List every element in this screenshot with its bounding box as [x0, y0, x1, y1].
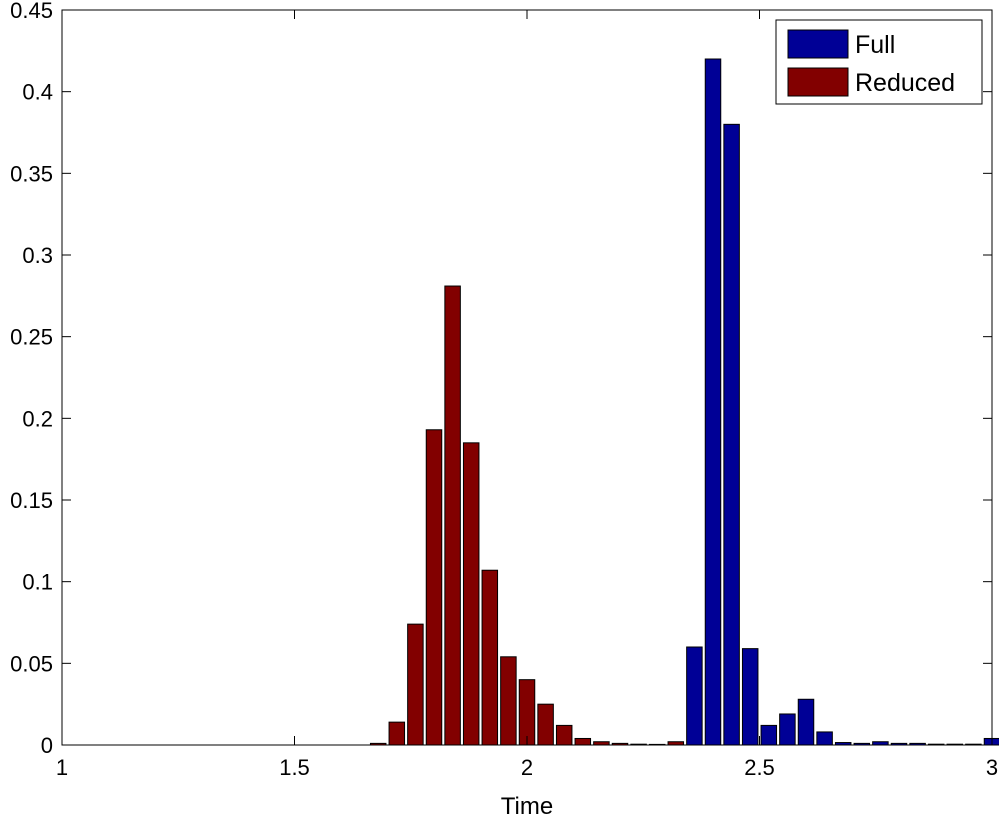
x-tick-label: 2 [521, 755, 533, 780]
y-tick-label: 0.2 [22, 406, 53, 431]
bar-reduced [518, 679, 536, 746]
bar-full [741, 648, 759, 746]
y-tick-label: 0.35 [10, 161, 53, 186]
legend-swatch-full [787, 29, 849, 59]
x-tick-label: 3 [986, 755, 998, 780]
y-tick-label: 0.1 [22, 570, 53, 595]
y-tick-label: 0.45 [10, 0, 53, 23]
bar-reduced [555, 724, 573, 746]
bar-full [779, 713, 796, 746]
bar-reduced [481, 569, 499, 746]
legend-label-reduced: Reduced [855, 69, 955, 97]
bar-reduced [407, 623, 424, 746]
x-tick-label: 1.5 [279, 755, 310, 780]
plot-area [62, 10, 992, 745]
bar-full [723, 123, 740, 746]
bars-layer [369, 58, 999, 746]
legend-label-full: Full [855, 31, 895, 59]
bar-reduced [574, 737, 592, 746]
legend: Full Reduced [775, 19, 983, 105]
y-tick-label: 0.4 [22, 80, 53, 105]
y-tick-label: 0 [41, 733, 53, 758]
bar-reduced [444, 285, 461, 746]
y-tick-label: 0.25 [10, 325, 53, 350]
legend-swatch-reduced [787, 67, 849, 97]
y-tick-label: 0.3 [22, 243, 53, 268]
axis-ticks: 1 1.5 2 2.5 3 0 0.05 0.1 0.15 0.2 0.25 0.3 0.35 0.4 0.… [10, 0, 998, 780]
bar-reduced [500, 656, 517, 746]
x-tick-label: 1 [56, 755, 68, 780]
bar-full [816, 731, 833, 746]
bar-full [704, 58, 722, 746]
x-tick-label: 2.5 [744, 755, 775, 780]
y-tick-label: 0.15 [10, 488, 53, 513]
bar-reduced [425, 429, 443, 746]
bar-full [760, 724, 778, 746]
bar-reduced [462, 442, 480, 746]
bar-reduced [537, 703, 554, 746]
bar-reduced [388, 721, 406, 746]
bar-full [797, 698, 815, 746]
bar-full [686, 646, 703, 746]
y-tick-label: 0.05 [10, 651, 53, 676]
x-axis-title: Time [501, 793, 553, 817]
